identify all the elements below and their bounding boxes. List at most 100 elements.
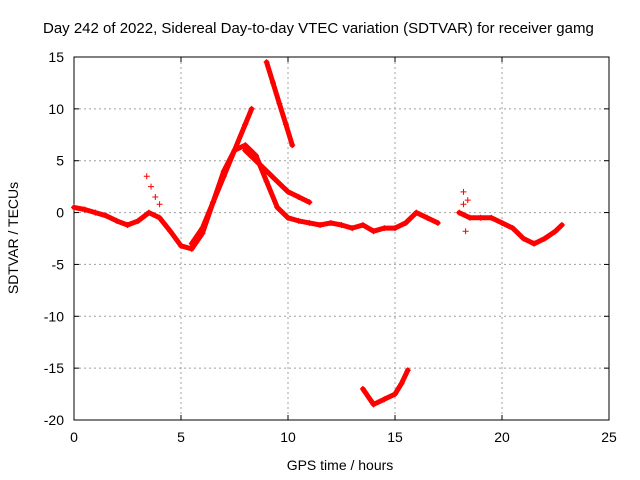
x-tick-label: 0: [70, 429, 78, 445]
data-point: [338, 222, 345, 229]
data-point: [210, 199, 217, 206]
data-point: [167, 228, 174, 235]
x-tick-label: 10: [280, 429, 296, 445]
data-point: [274, 204, 281, 211]
data-point: [199, 225, 206, 232]
data-point: [188, 240, 195, 247]
data-point: [499, 219, 505, 226]
data-point: [327, 219, 334, 226]
data-point: [263, 59, 270, 66]
data-point: [156, 201, 163, 208]
data-point: [252, 157, 259, 164]
data-point: [231, 147, 238, 154]
data-point: [71, 204, 77, 211]
data-point: [359, 385, 366, 392]
data-point: [531, 240, 538, 247]
series-spike-3.5: [143, 173, 163, 208]
data-point: [552, 228, 559, 235]
data-point: [113, 217, 120, 224]
data-point: [282, 121, 289, 128]
data-point: [103, 212, 110, 219]
y-tick-label: -15: [44, 360, 64, 376]
data-point: [404, 367, 411, 374]
data-point: [456, 209, 463, 216]
series-late-trace: [456, 209, 565, 247]
data-point: [541, 235, 548, 242]
data-point: [135, 217, 142, 224]
x-tick-label: 20: [494, 429, 510, 445]
data-point: [464, 197, 471, 204]
data-point: [392, 391, 398, 398]
data-point: [462, 228, 469, 235]
data-point: [460, 201, 467, 208]
y-tick-label: -20: [44, 412, 64, 428]
data-point: [359, 222, 366, 229]
data-point: [381, 396, 388, 403]
data-point: [370, 401, 377, 408]
series-line: [360, 367, 411, 407]
plot-frame: [73, 56, 610, 421]
data-point: [148, 183, 155, 190]
data-point: [145, 209, 152, 216]
series-scattered-points: [460, 188, 471, 235]
data-point: [434, 219, 441, 226]
chart-title: Day 242 of 2022, Sidereal Day-to-day VTE…: [43, 20, 594, 37]
x-tick-label: 5: [177, 429, 185, 445]
data-point: [488, 214, 495, 221]
data-point: [509, 225, 516, 232]
data-point: [398, 380, 405, 387]
series-negative-island: [359, 367, 411, 408]
y-tick-label: 0: [56, 205, 64, 221]
data-point: [295, 194, 302, 201]
data-point: [306, 199, 313, 206]
data-point: [242, 147, 249, 154]
y-tick-label: -5: [52, 256, 65, 272]
data-series: [71, 59, 565, 408]
data-point: [424, 214, 431, 221]
data-point: [349, 225, 356, 232]
y-axis-label: SDTVAR / TECUs: [5, 182, 21, 294]
x-axis-label: GPS time / hours: [287, 457, 394, 473]
data-point: [285, 214, 291, 221]
data-point: [413, 209, 420, 216]
data-point: [370, 228, 377, 235]
data-point: [263, 168, 270, 175]
y-tick-label: 15: [48, 49, 64, 65]
x-tick-label: 25: [601, 429, 617, 445]
data-point: [270, 79, 277, 86]
y-tick-label: 5: [56, 153, 64, 169]
data-point: [242, 121, 249, 128]
series-high-streak: [263, 59, 296, 149]
data-point: [152, 194, 159, 201]
data-point: [460, 188, 467, 195]
data-point: [520, 235, 527, 242]
series-line: [242, 147, 312, 205]
x-tick-label: 15: [387, 429, 403, 445]
data-point: [242, 142, 249, 149]
data-point: [558, 222, 565, 229]
data-point: [178, 242, 184, 249]
data-point: [276, 100, 283, 107]
data-point: [317, 222, 324, 229]
y-tick-label: -10: [44, 308, 64, 324]
data-point: [381, 225, 388, 232]
data-point: [188, 245, 195, 252]
data-point: [285, 188, 291, 195]
data-point: [295, 217, 302, 224]
data-point: [306, 219, 313, 226]
data-point: [263, 178, 270, 185]
grid: [74, 57, 609, 420]
data-point: [156, 214, 163, 221]
data-point: [402, 219, 409, 226]
axis-ticks: 0 5 10 15 20 25 15 10 5 0 -5 -10 -15 -20: [44, 49, 617, 445]
data-point: [220, 173, 227, 180]
data-point: [466, 214, 473, 221]
data-point: [477, 214, 484, 221]
y-tick-label: 10: [48, 101, 64, 117]
data-point: [143, 173, 150, 180]
data-point: [274, 178, 281, 185]
data-point: [248, 105, 255, 112]
series-lower-branch: [242, 147, 313, 206]
data-point: [124, 222, 131, 229]
